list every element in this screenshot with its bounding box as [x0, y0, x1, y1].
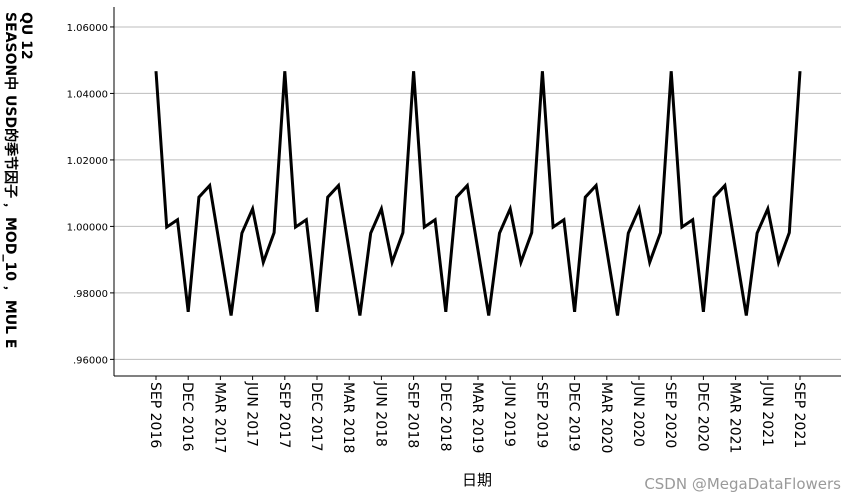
x-axis-title: 日期 [462, 471, 492, 489]
x-tick-labels: SEP 2016 DEC 2016 MAR 2017 JUN 2017 SEP 2017… [147, 376, 807, 453]
y-tick-label: 1.06000 [67, 23, 108, 34]
x-tick-label: JUN 2021 [759, 381, 775, 447]
y-tick-label: 1.00000 [67, 222, 108, 233]
x-tick-label: MAR 2019 [469, 382, 485, 453]
y-tick-label: 1.02000 [67, 156, 108, 167]
x-tick-label: DEC 2018 [437, 382, 453, 451]
x-tick-label: DEC 2016 [179, 382, 195, 452]
y-axis-title: QU 12 SEASON中 USD的季节因子﹐ MOD_10﹐ MUL E [2, 12, 48, 372]
series-line [154, 71, 802, 316]
x-tick-label: SEP 2021 [791, 382, 807, 448]
x-tick-label: SEP 2017 [276, 382, 292, 448]
x-tick-label: MAR 2021 [727, 382, 743, 453]
axes [113, 7, 841, 377]
x-tick-label: SEP 2020 [662, 382, 678, 448]
x-tick-label: JUN 2019 [501, 381, 517, 447]
y-gridlines [114, 26, 841, 360]
x-tick-label: SEP 2018 [405, 382, 421, 448]
y-axis-title-line-2: SEASON中 USD的季节因子﹐ MOD_10﹐ MUL E [2, 12, 19, 348]
x-tick-label: JUN 2020 [630, 381, 646, 447]
x-tick-label: JUN 2017 [244, 381, 260, 447]
x-tick-label: DEC 2020 [694, 382, 710, 451]
x-tick-label: SEP 2016 [147, 382, 163, 448]
x-tick-label: MAR 2017 [211, 382, 227, 453]
y-axis-title-line-1: QU 12 [18, 12, 34, 60]
y-tick-label: .96000 [73, 355, 108, 366]
x-tick-label: DEC 2019 [566, 382, 582, 451]
y-tick-label: .98000 [73, 289, 108, 300]
x-tick-label: JUN 2018 [372, 381, 388, 447]
x-tick-label: MAR 2020 [598, 382, 614, 453]
x-tick-label: DEC 2017 [308, 382, 324, 451]
x-tick-label: MAR 2018 [340, 382, 356, 453]
y-tick-label: 1.04000 [67, 89, 108, 100]
x-tick-label: SEP 2019 [533, 382, 549, 448]
watermark-text: CSDN @MegaDataFlowers [644, 475, 841, 493]
y-tick-labels: .96000 .98000 1.00000 1.02000 1.04000 1.06000 [67, 23, 114, 366]
